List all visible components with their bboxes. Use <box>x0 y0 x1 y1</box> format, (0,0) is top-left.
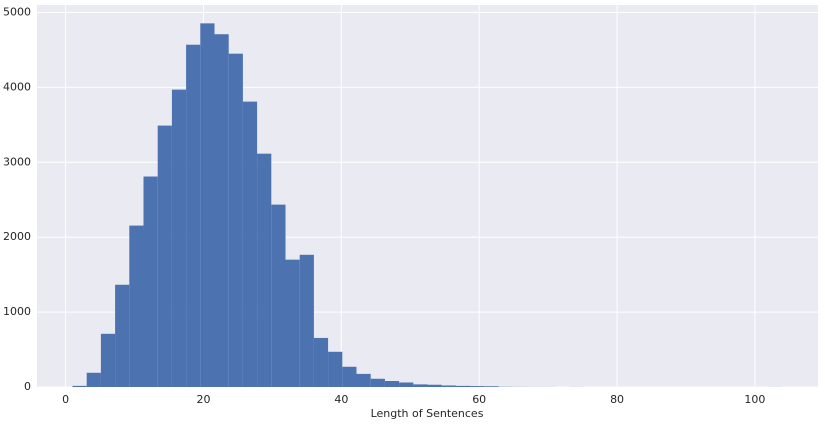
bar <box>115 285 129 387</box>
bar <box>215 34 229 387</box>
x-tick-label: 60 <box>472 393 486 406</box>
bar <box>286 260 300 387</box>
bar <box>73 386 87 387</box>
bar <box>371 379 385 387</box>
bar <box>172 90 186 387</box>
bar <box>399 383 413 387</box>
bar <box>314 338 328 387</box>
bar <box>229 54 243 387</box>
y-tick-label: 2000 <box>3 230 31 243</box>
bar <box>271 205 285 387</box>
x-tick-label: 20 <box>196 393 210 406</box>
bar <box>470 386 484 387</box>
bar <box>357 374 371 387</box>
y-tick-label: 5000 <box>3 5 31 18</box>
bar <box>328 352 342 387</box>
bar <box>442 386 456 387</box>
bar <box>129 226 143 387</box>
bar <box>158 126 172 387</box>
bar <box>300 255 314 387</box>
x-tick-label: 100 <box>744 393 765 406</box>
bar <box>186 45 200 387</box>
x-tick-label: 0 <box>62 393 69 406</box>
bar <box>342 367 356 387</box>
bar <box>428 385 442 387</box>
bar <box>413 384 427 387</box>
bar <box>243 102 257 387</box>
x-tick-label: 40 <box>334 393 348 406</box>
bar <box>101 334 115 387</box>
bar <box>385 381 399 387</box>
bar <box>257 154 271 387</box>
y-tick-label: 0 <box>24 380 31 393</box>
bar <box>144 177 158 387</box>
y-tick-label: 4000 <box>3 80 31 93</box>
x-axis-label: Length of Sentences <box>371 407 484 420</box>
bar <box>484 386 498 387</box>
bar <box>456 386 470 387</box>
y-tick-label: 1000 <box>3 305 31 318</box>
bar <box>200 23 214 387</box>
x-tick-label: 80 <box>610 393 624 406</box>
y-tick-label: 3000 <box>3 155 31 168</box>
bar <box>87 373 101 387</box>
